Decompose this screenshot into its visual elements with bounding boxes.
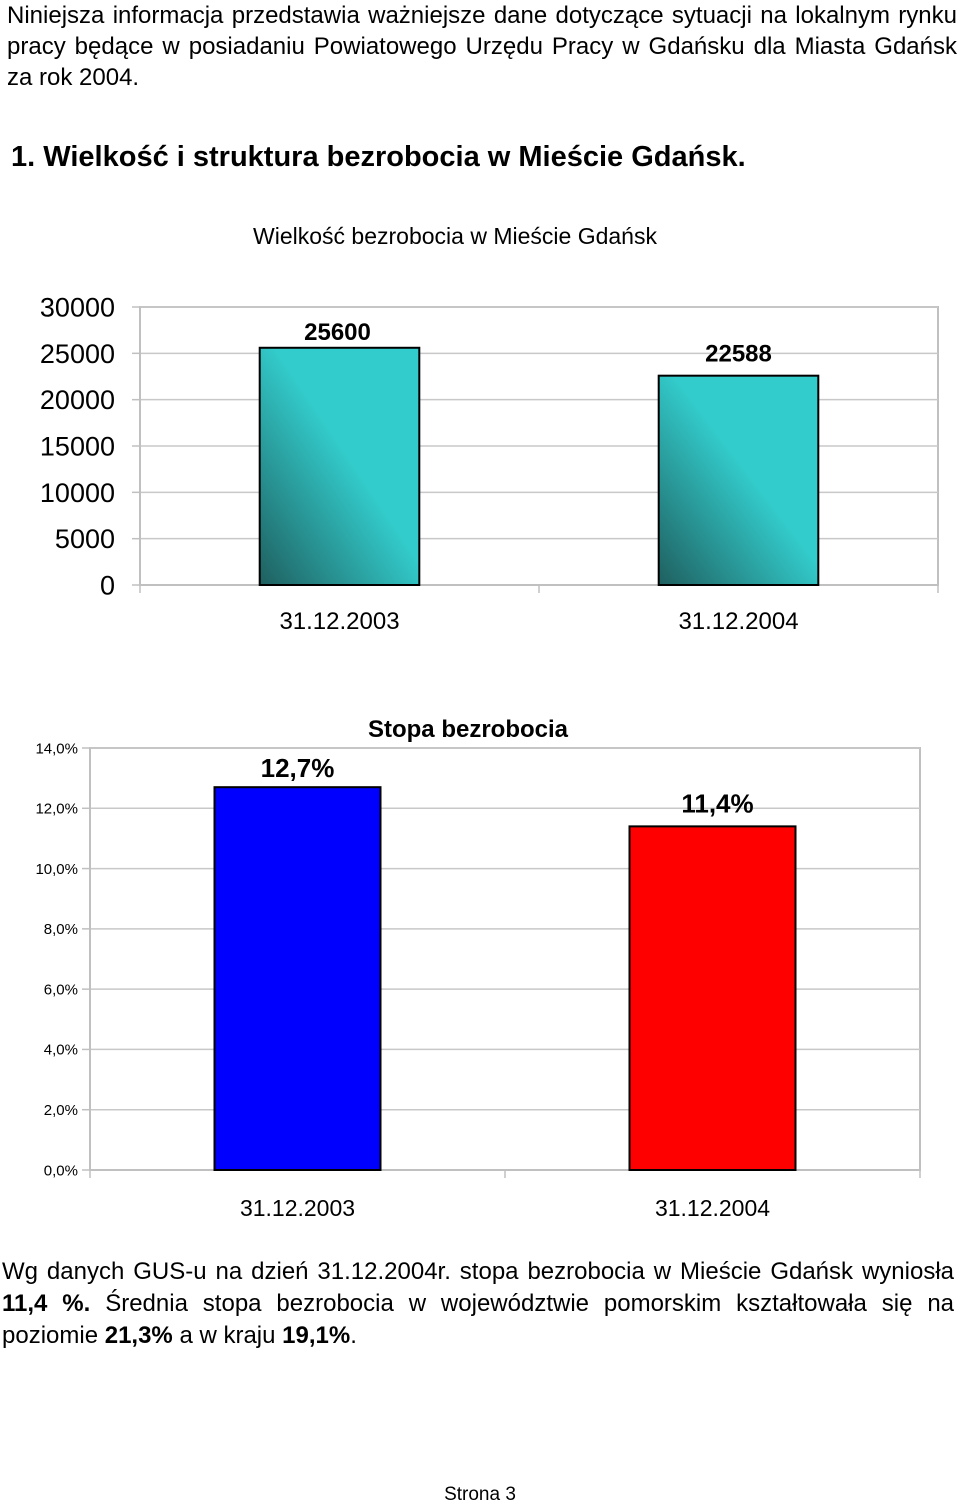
y-tick-label: 4,0%: [44, 1042, 78, 1059]
conclusion-paragraph: Wg danych GUS-u na dzień 31.12.2004r. st…: [2, 1256, 954, 1352]
y-tick-label: 10,0%: [35, 861, 78, 878]
data-label: 12,7%: [261, 753, 335, 783]
y-tick-label: 15000: [40, 431, 115, 461]
conclusion-text-4: .: [350, 1322, 357, 1349]
y-tick-label: 5000: [55, 524, 115, 554]
y-tick-label: 25000: [40, 339, 115, 369]
country-rate-value: 19,1%: [282, 1322, 351, 1349]
conclusion-text-2: Średnia stopa bezrobocia w województwie …: [2, 1290, 955, 1349]
conclusion-text-3: a w kraju: [172, 1322, 283, 1349]
bar: [213, 786, 382, 1172]
y-tick-label: 0: [100, 570, 115, 600]
x-tick-label: 31.12.2004: [678, 608, 798, 635]
y-tick-label: 30000: [40, 292, 115, 322]
y-tick-label: 6,0%: [44, 981, 78, 998]
chart-title: Stopa bezrobocia: [368, 716, 569, 743]
y-tick-label: 20000: [40, 385, 115, 415]
x-tick-label: 31.12.2003: [240, 1195, 355, 1220]
y-tick-label: 2,0%: [44, 1102, 78, 1119]
y-tick-label: 14,0%: [35, 740, 78, 757]
unemployment-count-chart: Wielkość bezrobocia w Mieście Gdańsk 0 500…: [40, 223, 939, 635]
y-tick-label: 12,0%: [35, 801, 78, 818]
y-tick-label: 8,0%: [44, 921, 78, 938]
x-tick-label: 31.12.2003: [279, 608, 399, 635]
city-rate-value: 11,4 %.: [2, 1290, 91, 1317]
page-number: Strona 3: [444, 1484, 516, 1505]
x-tick-label: 31.12.2004: [655, 1195, 770, 1220]
intro-paragraph: Niniejsza informacja przedstawia ważniej…: [7, 2, 957, 91]
y-tick-label: 0,0%: [44, 1162, 78, 1179]
data-label: 22588: [705, 341, 772, 368]
chart-title: Wielkość bezrobocia w Mieście Gdańsk: [253, 223, 657, 249]
data-label: 11,4%: [681, 788, 753, 818]
data-label: 25600: [304, 319, 371, 346]
conclusion-text-1: Wg danych GUS-u na dzień 31.12.2004r. st…: [2, 1258, 954, 1285]
section-heading: 1. Wielkość i struktura bezrobocia w Mie…: [11, 141, 746, 173]
y-tick-label: 10000: [40, 478, 115, 508]
region-rate-value: 21,3%: [104, 1322, 173, 1349]
bar: [628, 825, 797, 1171]
unemployment-rate-chart: Stopa bezrobocia 0,0% 2,0% 4,0% 6,0% 8,0% 10,0…: [35, 716, 921, 1220]
bar: [258, 346, 421, 586]
bar: [657, 374, 820, 586]
